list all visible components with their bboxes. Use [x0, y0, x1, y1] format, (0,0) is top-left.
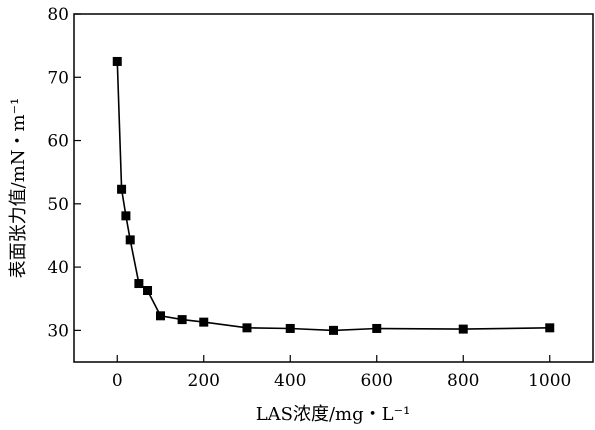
data-point: [329, 325, 338, 335]
data-point: [112, 56, 122, 66]
y-axis-label: 表面张力值/mN・m⁻¹: [8, 98, 29, 279]
data-point: [545, 323, 555, 333]
data-point: [125, 235, 135, 245]
x-tick-label: 1000: [528, 371, 571, 391]
series-line: [116, 61, 550, 332]
data-point: [199, 317, 209, 327]
data-point: [372, 323, 382, 333]
y-tick-label: 60: [47, 132, 69, 152]
data-point: [285, 323, 295, 333]
data-point: [134, 279, 144, 289]
x-axis-label: LAS浓度/mg・L⁻¹: [256, 404, 411, 425]
y-tick-label: 80: [47, 5, 69, 25]
plot-frame: [73, 13, 594, 363]
y-tick-label: 30: [47, 321, 69, 341]
data-point: [117, 184, 127, 194]
data-point: [121, 211, 131, 221]
data-point: [143, 286, 153, 296]
y-tick-label: 70: [47, 68, 69, 88]
x-tick-label: 800: [447, 371, 479, 391]
y-axis: 30 40 50 60 70 80: [47, 5, 81, 341]
x-tick-label: 0: [112, 371, 123, 391]
x-axis: 0 200 400 600 800 1000: [112, 355, 571, 391]
data-point: [156, 311, 165, 321]
x-tick-label: 400: [274, 371, 306, 391]
series-layer: [112, 56, 555, 335]
x-tick-label: 600: [361, 371, 393, 391]
data-point: [242, 323, 252, 333]
x-tick-label: 200: [188, 371, 220, 391]
data-point: [177, 315, 187, 325]
data-point: [458, 324, 468, 334]
y-tick-label: 50: [47, 195, 69, 215]
y-tick-label: 40: [47, 258, 69, 278]
